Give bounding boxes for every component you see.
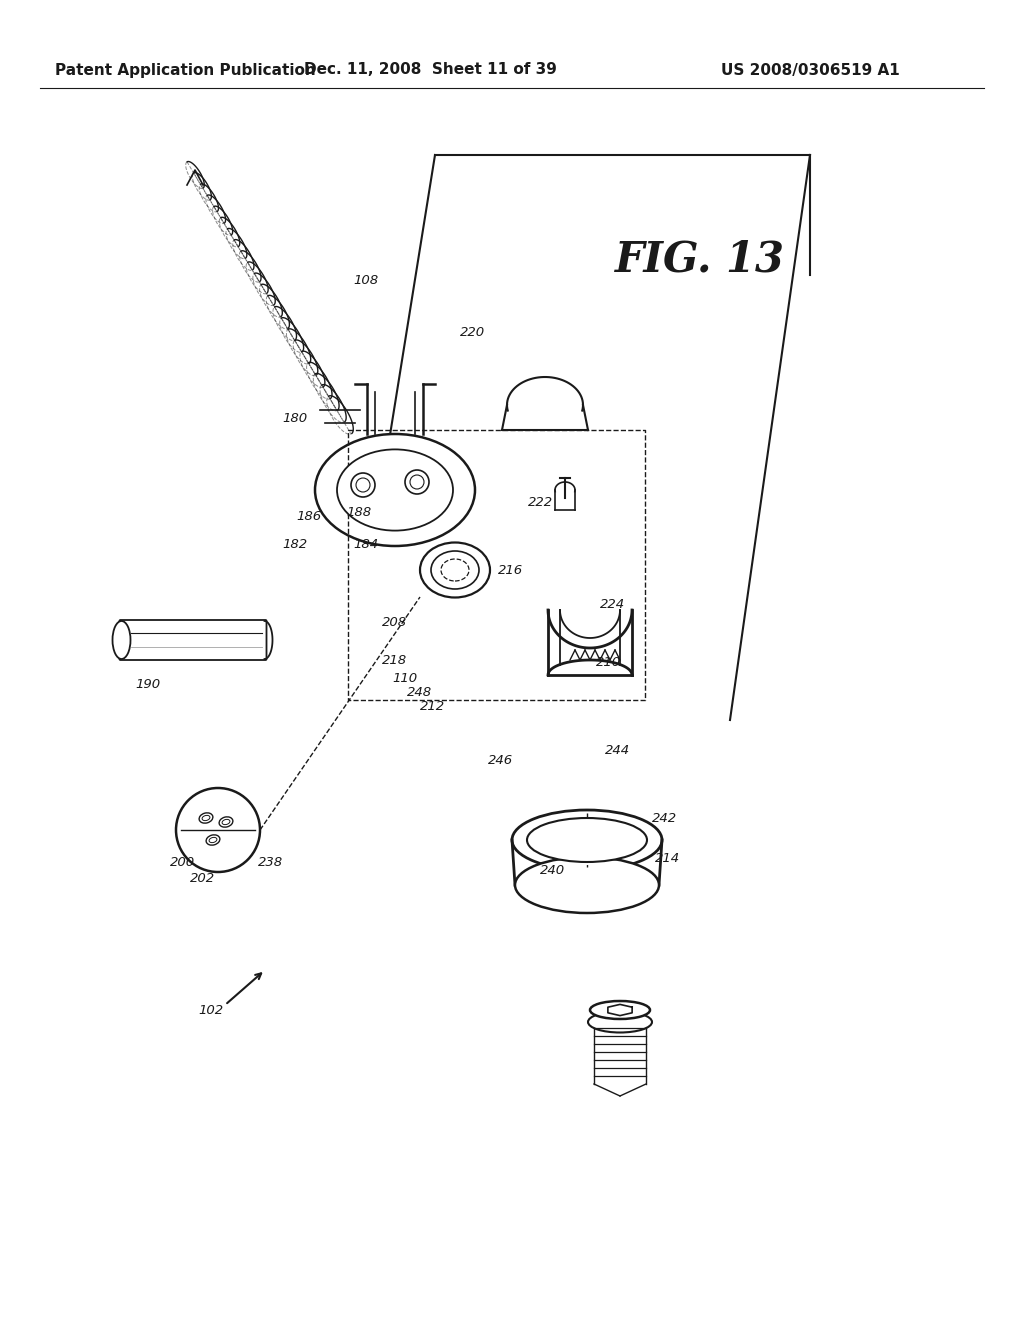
Text: 208: 208 [382, 615, 408, 628]
Ellipse shape [209, 837, 217, 842]
Ellipse shape [441, 558, 469, 581]
Text: 246: 246 [488, 754, 513, 767]
Ellipse shape [420, 543, 490, 598]
Text: 212: 212 [420, 701, 445, 714]
Text: 242: 242 [652, 812, 677, 825]
Text: 240: 240 [540, 863, 565, 876]
Text: 110: 110 [392, 672, 417, 685]
Text: 200: 200 [170, 855, 196, 869]
Circle shape [356, 478, 370, 492]
Ellipse shape [202, 816, 210, 821]
Ellipse shape [222, 820, 230, 825]
Ellipse shape [206, 834, 220, 845]
Text: 216: 216 [498, 564, 523, 577]
Text: 190: 190 [135, 678, 160, 692]
Text: 224: 224 [600, 598, 625, 610]
Text: 220: 220 [460, 326, 485, 338]
Ellipse shape [590, 1001, 650, 1019]
Text: 186: 186 [296, 511, 322, 524]
Ellipse shape [512, 810, 662, 870]
Text: 188: 188 [346, 507, 371, 520]
Ellipse shape [199, 813, 213, 824]
Text: 184: 184 [353, 539, 378, 552]
Ellipse shape [337, 449, 453, 531]
Text: 214: 214 [655, 851, 680, 865]
Text: 210: 210 [596, 656, 622, 669]
Circle shape [410, 475, 424, 488]
Ellipse shape [588, 1011, 652, 1032]
Ellipse shape [113, 620, 130, 659]
Ellipse shape [431, 550, 479, 589]
Text: 202: 202 [190, 871, 215, 884]
Text: 182: 182 [282, 539, 307, 552]
Text: Dec. 11, 2008  Sheet 11 of 39: Dec. 11, 2008 Sheet 11 of 39 [303, 62, 556, 78]
Text: 108: 108 [353, 273, 378, 286]
Circle shape [176, 788, 260, 873]
Text: 222: 222 [528, 495, 553, 508]
Circle shape [351, 473, 375, 498]
Text: 248: 248 [407, 685, 432, 698]
Text: 102: 102 [198, 1003, 223, 1016]
Text: US 2008/0306519 A1: US 2008/0306519 A1 [721, 62, 900, 78]
Ellipse shape [219, 817, 232, 828]
Text: 238: 238 [258, 855, 283, 869]
Text: 180: 180 [282, 412, 307, 425]
Text: FIG. 13: FIG. 13 [615, 239, 785, 281]
Ellipse shape [527, 818, 647, 862]
Ellipse shape [315, 434, 475, 546]
FancyBboxPatch shape [120, 620, 266, 660]
Ellipse shape [515, 857, 659, 913]
Circle shape [406, 470, 429, 494]
Text: 244: 244 [605, 743, 630, 756]
Text: 218: 218 [382, 653, 408, 667]
Text: Patent Application Publication: Patent Application Publication [55, 62, 315, 78]
